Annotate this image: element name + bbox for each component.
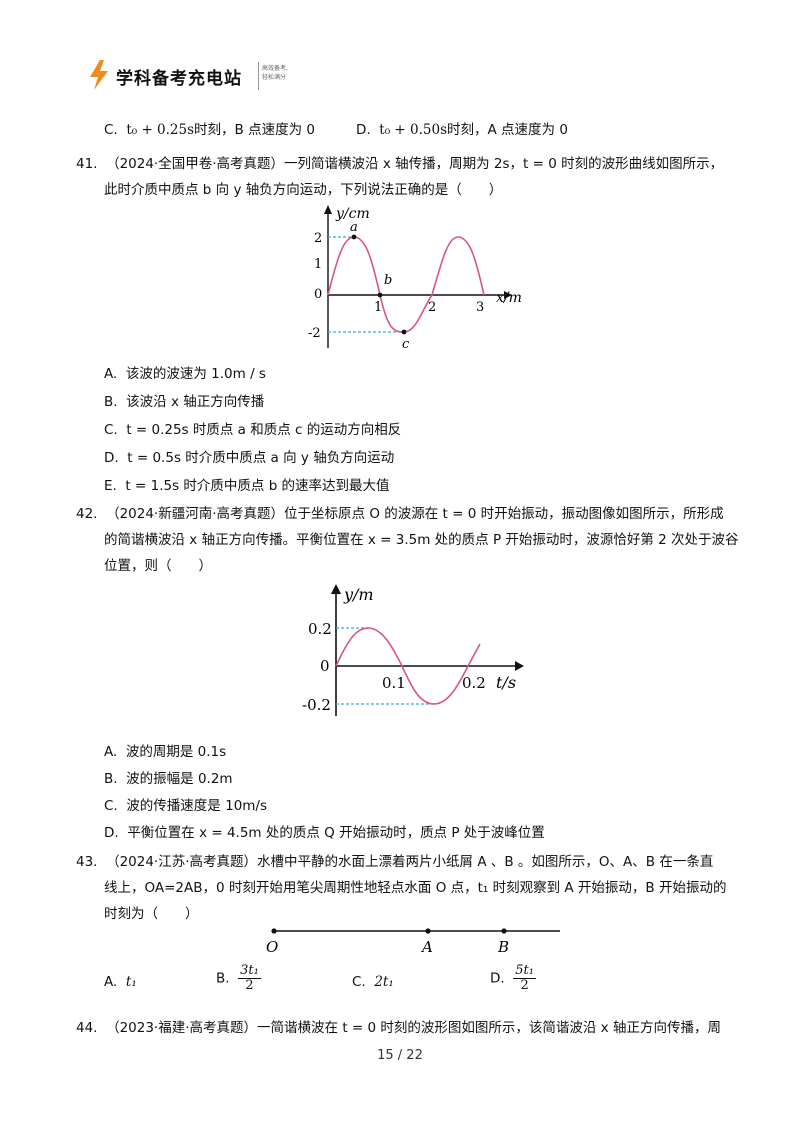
q43-point-o bbox=[271, 928, 277, 934]
q41-stem-line2: 此时介质中质点 b 向 y 轴负方向运动，下列说法正确的是（ ） bbox=[104, 182, 503, 198]
q41-stem-line1: 41. （2024·全国甲卷·高考真题）一列简谐横波沿 x 轴传播，周期为 2s… bbox=[76, 156, 724, 172]
q41-option-e: E. t = 1.5s 时介质中质点 b 的速率达到最大值 bbox=[104, 478, 390, 494]
q41-x-arrow bbox=[504, 291, 512, 299]
q43-label-a: A bbox=[420, 938, 433, 956]
q41-label-a: a bbox=[350, 220, 358, 235]
q42-ytick-bottom: -0.2 bbox=[302, 696, 331, 714]
q43-stem-line3: 时刻为（ ） bbox=[104, 906, 199, 922]
prev-option-c: C. t₀ + 0.25s时刻，B 点速度为 0 bbox=[104, 122, 315, 138]
q41-wave-graph: a b c 2 1 0 -2 1 2 3 y/cm x/m bbox=[308, 205, 522, 352]
q42-ytick-zero: 0 bbox=[320, 657, 330, 675]
q41-label-c: c bbox=[402, 337, 410, 352]
q41-point-b bbox=[377, 292, 383, 298]
q42-y-arrow bbox=[331, 584, 341, 594]
q42-ttick-2: 0.2 bbox=[462, 674, 486, 692]
q43-stem-line1: 43. （2024·江苏·高考真题）水槽中平静的水面上漂着两片小纸屑 A 、B … bbox=[76, 854, 714, 870]
q41-xtick-3: 3 bbox=[476, 300, 484, 315]
q42-stem-line2: 的简谐横波沿 x 轴正方向传播。平衡位置在 x = 3.5m 处的质点 P 开始… bbox=[104, 532, 739, 548]
q43-point-a bbox=[425, 928, 431, 934]
q43-label-o: O bbox=[266, 938, 278, 956]
q44-stem-line1: 44. （2023·福建·高考真题）一简谐横波在 t = 0 时刻的波形图如图所… bbox=[76, 1020, 721, 1036]
q43-stem-line2: 线上，OA=2AB，0 时刻开始用笔尖周期性地轻点水面 O 点，t₁ 时刻观察到… bbox=[104, 880, 727, 896]
q41-wave-curve bbox=[327, 236, 485, 333]
lightning-bolt-icon bbox=[90, 60, 108, 90]
logo-tagline: 高效备考, 轻松满分 bbox=[262, 65, 288, 81]
logo bbox=[80, 56, 276, 96]
q43-option-d: D. 5t₁ 2 bbox=[490, 963, 536, 993]
q41-option-a: A. 该波的波速为 1.0m / s bbox=[104, 366, 266, 382]
q41-option-b: B. 该波沿 x 轴正方向传播 bbox=[104, 394, 265, 410]
page-number: 15 / 22 bbox=[377, 1048, 423, 1063]
q43-option-b: B. 3t₁ 2 bbox=[216, 963, 261, 993]
prev-option-d: D. t₀ + 0.50s时刻，A 点速度为 0 bbox=[356, 122, 568, 138]
q42-y-axis-label: y/m bbox=[343, 585, 374, 604]
q42-t-axis-label: t/s bbox=[496, 673, 516, 692]
q43-line-diagram: O A B bbox=[266, 928, 560, 956]
q42-t-arrow bbox=[515, 661, 524, 671]
q43-option-a: A. t₁ bbox=[104, 974, 137, 990]
q42-vibration-graph: 0.2 0 -0.2 0.1 0.2 y/m t/s bbox=[302, 584, 524, 716]
q42-ttick-1: 0.1 bbox=[382, 674, 406, 692]
q41-ytick-2: 2 bbox=[314, 231, 322, 246]
logo-divider bbox=[258, 62, 259, 90]
q41-x-axis-label: x/m bbox=[496, 290, 522, 306]
q42-option-d: D. 平衡位置在 x = 4.5m 处的质点 Q 开始振动时，质点 P 处于波峰… bbox=[104, 825, 545, 841]
q41-ytick-1: 1 bbox=[314, 257, 322, 272]
q42-ytick-top: 0.2 bbox=[308, 620, 332, 638]
q42-option-c: C. 波的传播速度是 10m/s bbox=[104, 798, 268, 814]
q43-point-b bbox=[501, 928, 507, 934]
q42-vibration-curve bbox=[335, 627, 481, 705]
q41-ytick-0: 0 bbox=[314, 287, 322, 302]
q43-label-b: B bbox=[497, 938, 509, 956]
q42-option-a: A. 波的周期是 0.1s bbox=[104, 744, 227, 760]
q41-y-arrow bbox=[324, 205, 332, 214]
q42-option-b: B. 波的振幅是 0.2m bbox=[104, 771, 233, 787]
q41-point-c bbox=[401, 329, 407, 335]
q41-option-d: D. t = 0.5s 时介质中质点 a 向 y 轴负方向运动 bbox=[104, 450, 395, 466]
q41-label-b: b bbox=[384, 273, 392, 288]
q42-stem-line3: 位置，则（ ） bbox=[104, 558, 212, 574]
q41-ytick-neg2: -2 bbox=[308, 326, 321, 341]
q41-option-c: C. t = 0.25s 时质点 a 和质点 c 的运动方向相反 bbox=[104, 422, 402, 438]
q41-xtick-2: 2 bbox=[428, 300, 436, 315]
logo-title: 学科备考充电站 bbox=[116, 69, 242, 89]
q41-xtick-1: 1 bbox=[374, 300, 382, 315]
q42-stem-line1: 42. （2024·新疆河南·高考真题）位于坐标原点 O 的波源在 t = 0 … bbox=[76, 506, 724, 522]
q41-y-axis-label: y/cm bbox=[335, 206, 370, 222]
q43-option-c: C. 2t₁ bbox=[352, 974, 394, 990]
q41-point-a bbox=[351, 234, 357, 240]
